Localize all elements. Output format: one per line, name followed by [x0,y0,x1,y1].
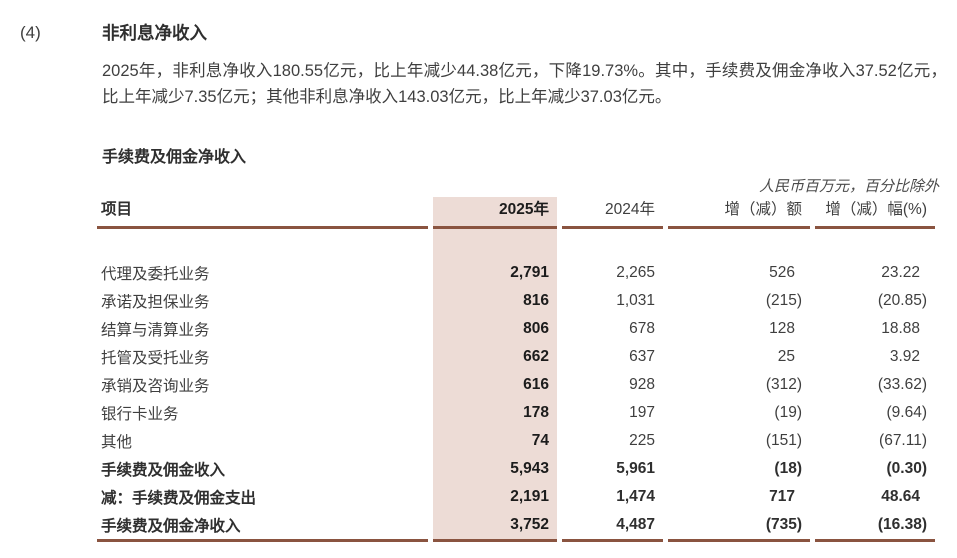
change-amount: 128 [769,320,795,337]
change-pct: (67.11) [879,432,927,449]
value-2024: 1,474 [616,488,655,505]
table-row: 结算与清算业务 806 678 128 18.88 [97,315,935,343]
spacer-cell [668,229,810,259]
col-header-2025: 2025年 [433,197,557,229]
change-pct: (20.85) [877,292,927,309]
unit-note: 人民币百万元，百分比除外 [758,178,939,195]
fee-commission-table: 项目 2025年 2024年 增（减）额 增（减）幅(%) 代理及委托业务 2,7… [92,197,940,542]
value-2025: 616 [433,371,557,399]
section-index: (4) [20,23,41,42]
value-2024: 928 [629,376,655,393]
value-2024: 4,487 [562,511,663,542]
table-row: 承诺及担保业务 816 1,031 (215) (20.85) [97,287,935,315]
change-pct: 23.22 [881,264,920,281]
row-label: 手续费及佣金净收入 [97,511,428,542]
value-2024: 678 [629,320,655,337]
change-pct: (9.64) [886,404,928,421]
value-2025: 816 [433,287,557,315]
row-label: 银行卡业务 [101,406,179,423]
spacer-cell [815,229,935,259]
table-row: 减：手续费及佣金支出 2,191 1,474 717 48.64 [97,483,935,511]
spacer-cell [97,229,428,259]
value-2025: 662 [433,343,557,371]
main-content: 非利息净收入 2025年，非利息净收入180.55亿元，比上年减少44.38亿元… [97,0,947,542]
table-header-row: 项目 2025年 2024年 增（减）额 增（减）幅(%) [97,197,935,229]
change-pct: (16.38) [815,511,935,542]
change-amount: (18) [774,460,802,477]
row-label: 结算与清算业务 [101,322,210,339]
value-2025: 2,791 [433,259,557,287]
value-2025: 3,752 [433,511,557,542]
change-amount: (735) [668,511,810,542]
col-header-2024: 2024年 [562,197,663,229]
table-row: 其他 74 225 (151) (67.11) [97,427,935,455]
value-2024: 637 [629,348,655,365]
change-pct: 48.64 [881,488,920,505]
change-pct: (0.30) [886,460,928,477]
row-label: 承诺及担保业务 [101,294,210,311]
table-row: 承销及咨询业务 616 928 (312) (33.62) [97,371,935,399]
col-header-change-pct: 增（减）幅(%) [815,197,935,229]
table-row: 托管及受托业务 662 637 25 3.92 [97,343,935,371]
change-pct: 3.92 [889,348,920,365]
value-2024: 2,265 [616,264,655,281]
section-paragraph: 2025年，非利息净收入180.55亿元，比上年减少44.38亿元，下降19.7… [102,62,947,106]
row-label: 代理及委托业务 [101,266,210,283]
row-label: 托管及受托业务 [101,350,210,367]
change-amount: 717 [769,488,795,505]
fee-table-body: 代理及委托业务 2,791 2,265 526 23.22 承诺及担保业务 816 1,031… [97,229,935,542]
change-pct: (33.62) [877,376,927,393]
row-label: 承销及咨询业务 [101,378,210,395]
value-2025: 806 [433,315,557,343]
row-label: 其他 [101,434,133,451]
spacer-cell [562,229,663,259]
change-amount: (215) [765,292,802,309]
change-amount: 526 [769,264,795,281]
value-2025: 5,943 [433,455,557,483]
table-row: 银行卡业务 178 197 (19) (9.64) [97,399,935,427]
col-header-item: 项目 [97,197,428,229]
row-label: 手续费及佣金收入 [101,462,226,479]
table-row: 手续费及佣金净收入 3,752 4,487 (735) (16.38) [97,511,935,542]
value-2024: 225 [629,432,655,449]
value-2024: 197 [629,404,655,421]
change-pct: 18.88 [881,320,920,337]
value-2025: 178 [433,399,557,427]
change-amount: (312) [765,376,802,393]
value-2025: 74 [433,427,557,455]
col-header-change-amount: 增（减）额 [668,197,810,229]
change-amount: 25 [777,348,795,365]
section-title: 非利息净收入 [102,23,207,43]
table-title: 手续费及佣金净收入 [102,149,247,166]
change-amount: (151) [765,432,802,449]
value-2024: 5,961 [616,460,655,477]
spacer-row [97,229,935,259]
table-row: 代理及委托业务 2,791 2,265 526 23.22 [97,259,935,287]
change-amount: (19) [774,404,802,421]
row-label: 减：手续费及佣金支出 [101,490,257,507]
spacer-cell [433,229,557,259]
table-row: 手续费及佣金收入 5,943 5,961 (18) (0.30) [97,455,935,483]
value-2025: 2,191 [433,483,557,511]
value-2024: 1,031 [616,292,655,309]
